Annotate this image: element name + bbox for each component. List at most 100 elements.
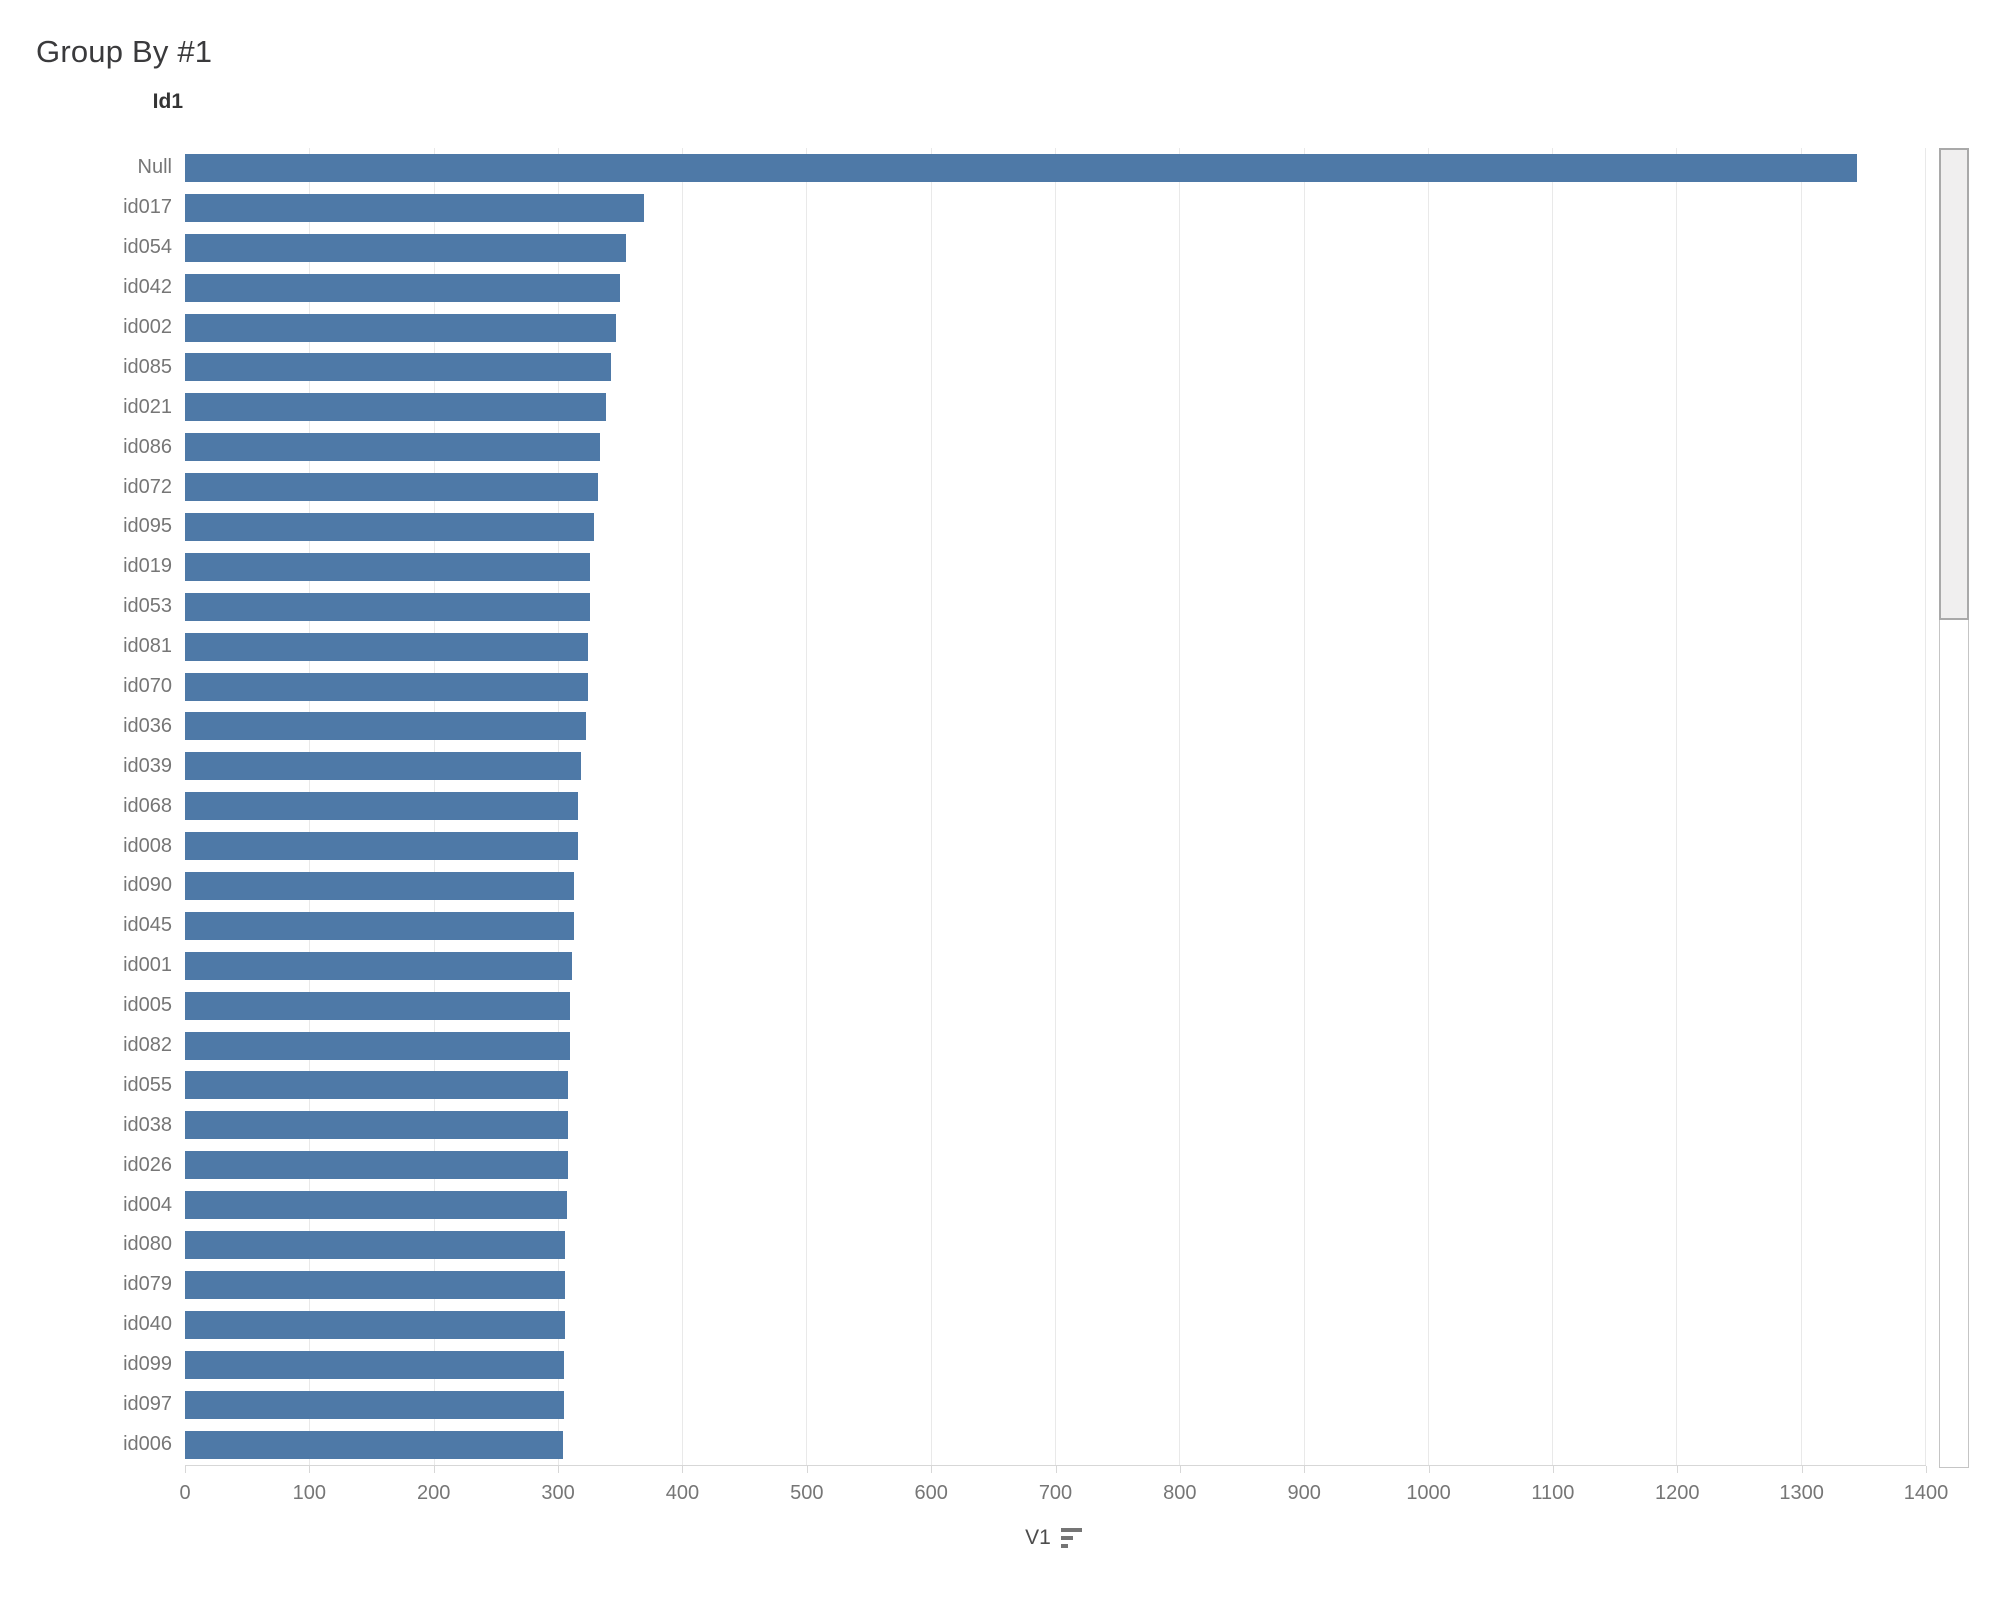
bar[interactable]: [185, 1031, 571, 1060]
axis-tick: [185, 1466, 186, 1473]
bar[interactable]: [185, 353, 612, 382]
bar[interactable]: [185, 273, 620, 302]
gridline: [1303, 148, 1305, 1465]
bar[interactable]: [185, 672, 588, 701]
bar-row: id081: [0, 627, 1925, 667]
bar-track: [185, 1145, 1925, 1185]
category-label: id002: [123, 316, 172, 338]
bar[interactable]: [185, 1231, 566, 1260]
bar[interactable]: [185, 632, 588, 661]
bar-row: id039: [0, 746, 1925, 786]
bar-row: id072: [0, 467, 1925, 507]
bar[interactable]: [185, 313, 617, 342]
bar[interactable]: [185, 1071, 568, 1100]
bar-track: [185, 1105, 1925, 1145]
bar-track: [185, 1225, 1925, 1265]
bar-track: [185, 228, 1925, 268]
bar[interactable]: [185, 1430, 563, 1459]
bar-track: [185, 1305, 1925, 1345]
bar[interactable]: [185, 1191, 567, 1220]
axis-tick: [1926, 1466, 1927, 1473]
bar-track: [185, 347, 1925, 387]
category-label: id004: [123, 1193, 172, 1216]
bar[interactable]: [185, 1310, 566, 1339]
category-label: id005: [123, 994, 172, 1017]
bar[interactable]: [185, 872, 574, 901]
bar-row: id038: [0, 1105, 1925, 1145]
axis-tick-label: 400: [665, 1482, 700, 1504]
gridline: [1055, 148, 1056, 1465]
x-axis-title[interactable]: V1: [1025, 1526, 1051, 1549]
bar[interactable]: [185, 473, 598, 502]
axis-tick: [806, 1466, 808, 1473]
category-label: id040: [123, 1313, 172, 1336]
sort-descending-icon[interactable]: [1060, 1527, 1085, 1549]
bar[interactable]: [185, 911, 574, 940]
bar[interactable]: [185, 154, 1857, 182]
axis-tick-label: 1300: [1779, 1482, 1824, 1504]
category-label: id019: [123, 555, 172, 578]
bar-row: id079: [0, 1265, 1925, 1305]
vertical-scrollbar[interactable]: [1939, 148, 1969, 1468]
bar[interactable]: [185, 951, 572, 980]
category-label: id099: [123, 1353, 172, 1376]
bar[interactable]: [185, 712, 587, 741]
bar-row: id070: [0, 667, 1925, 707]
category-label: id055: [123, 1073, 172, 1096]
category-label: id082: [123, 1034, 172, 1057]
axis-tick-label: 0: [179, 1482, 191, 1504]
bar[interactable]: [185, 433, 601, 462]
category-label: id085: [123, 355, 172, 378]
axis-tick-label: 100: [292, 1482, 327, 1504]
category-label: id070: [123, 675, 172, 698]
bar-row: id008: [0, 826, 1925, 866]
category-label: id053: [123, 595, 172, 618]
axis-tick-label: 300: [541, 1482, 575, 1504]
bar-row: id017: [0, 188, 1925, 228]
bar-rows: Null id017 id054 id042 id002 id085 id021 id086 i…: [0, 148, 1925, 1465]
bar-row: id054: [0, 228, 1925, 268]
bar[interactable]: [185, 1390, 565, 1419]
category-label: id017: [123, 196, 172, 219]
bar[interactable]: [185, 592, 591, 621]
axis-tick: [558, 1466, 560, 1473]
bar[interactable]: [185, 1350, 565, 1379]
bar[interactable]: [185, 1111, 568, 1140]
bar-row: id055: [0, 1065, 1925, 1105]
category-label: id026: [123, 1153, 172, 1176]
bar[interactable]: [185, 1151, 568, 1180]
bar-row: id040: [0, 1305, 1925, 1345]
bar-row: id099: [0, 1345, 1925, 1385]
axis-tick-label: 500: [790, 1482, 824, 1504]
bar[interactable]: [185, 552, 591, 581]
bar[interactable]: [185, 792, 578, 821]
bar[interactable]: [185, 193, 644, 222]
category-label: id090: [123, 874, 172, 897]
scrollbar-thumb[interactable]: [1939, 148, 1969, 620]
bar[interactable]: [185, 832, 578, 861]
bar-track: [185, 706, 1925, 746]
bar-row: id090: [0, 866, 1925, 906]
bar-track: [185, 1065, 1925, 1105]
bar[interactable]: [185, 393, 607, 422]
axis-tick-label: 900: [1287, 1482, 1321, 1504]
bar-row: id004: [0, 1185, 1925, 1225]
axis-tick: [682, 1466, 684, 1473]
chart-title: Group By #1: [36, 34, 213, 69]
bar-row: id086: [0, 427, 1925, 467]
bar-row: id002: [0, 308, 1925, 348]
category-label: id021: [123, 395, 172, 418]
bar[interactable]: [185, 233, 627, 262]
category-label: id008: [123, 834, 172, 857]
bar[interactable]: [185, 513, 594, 542]
x-axis: 0 100 200 300 400 500 600 700 800 900 1000 1100 1200…: [179, 1465, 1948, 1526]
axis-tick-label: 1100: [1531, 1482, 1575, 1504]
bar[interactable]: [185, 991, 571, 1020]
bar[interactable]: [185, 1270, 566, 1299]
category-label: id042: [123, 276, 172, 299]
gridline: [1676, 148, 1678, 1465]
bar[interactable]: [185, 752, 582, 781]
bar-track: [185, 1425, 1925, 1465]
axis-tick-label: 700: [1038, 1482, 1073, 1504]
